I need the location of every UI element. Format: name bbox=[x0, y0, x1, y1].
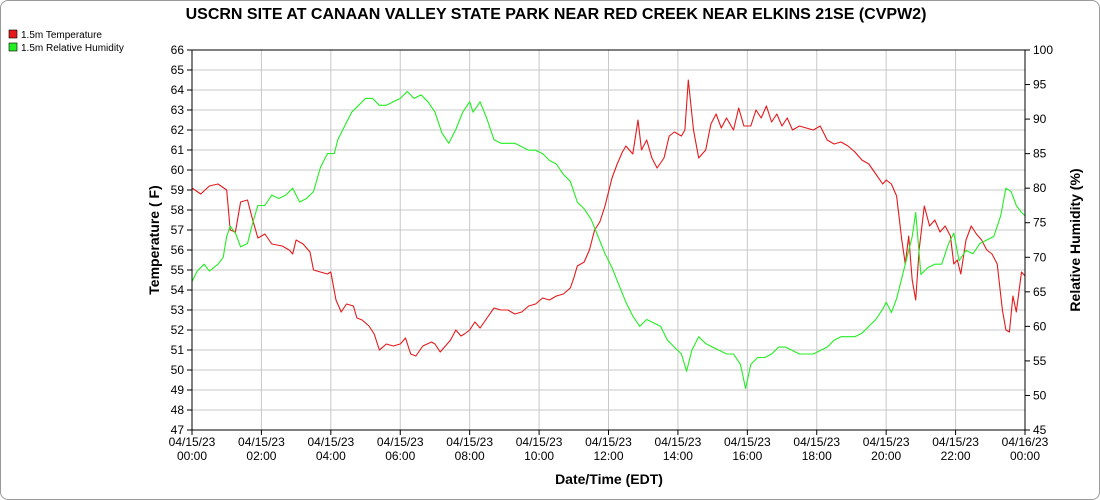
left-tick-label: 54 bbox=[171, 283, 185, 297]
x-tick-time: 20:00 bbox=[871, 449, 901, 463]
grid-lines bbox=[191, 49, 1026, 431]
x-tick-date: 04/15/23 bbox=[724, 435, 771, 449]
right-tick-label: 95 bbox=[1033, 78, 1047, 92]
left-tick-label: 58 bbox=[171, 203, 185, 217]
legend-temperature-swatch bbox=[8, 29, 18, 39]
x-tick-time: 00:00 bbox=[177, 449, 207, 463]
x-axis-title: Date/Time (EDT) bbox=[555, 471, 663, 487]
x-tick-time: 08:00 bbox=[455, 449, 485, 463]
x-axis-ticks: 04/15/2300:0004/15/2302:0004/15/2304:000… bbox=[169, 430, 1049, 463]
x-tick-date: 04/15/23 bbox=[377, 435, 424, 449]
chart-title: USCRN SITE AT CANAAN VALLEY STATE PARK N… bbox=[186, 6, 927, 23]
x-tick-date: 04/15/23 bbox=[863, 435, 910, 449]
left-tick-label: 56 bbox=[171, 243, 185, 257]
x-tick-date: 04/15/23 bbox=[446, 435, 493, 449]
left-tick-label: 60 bbox=[171, 163, 185, 177]
left-tick-label: 57 bbox=[171, 223, 185, 237]
humidity-series-line bbox=[191, 90, 1026, 390]
left-tick-label: 48 bbox=[171, 403, 185, 417]
legend-humidity-label: 1.5m Relative Humidity bbox=[21, 43, 124, 54]
right-tick-label: 100 bbox=[1033, 43, 1053, 57]
x-tick-date: 04/15/23 bbox=[516, 435, 563, 449]
x-tick-time: 12:00 bbox=[593, 449, 623, 463]
x-tick-date: 04/15/23 bbox=[169, 435, 216, 449]
left-axis-ticks: 47 48 49 50 51 52 53 54 55 56 57 58 59 60 61 62 63 64 65 66 bbox=[171, 43, 192, 437]
left-tick-label: 47 bbox=[171, 423, 185, 437]
y-axis-left-title: Temperature ( F) bbox=[146, 185, 162, 294]
left-tick-label: 59 bbox=[171, 183, 185, 197]
x-tick-time: 04:00 bbox=[316, 449, 346, 463]
right-tick-label: 60 bbox=[1033, 319, 1047, 333]
left-tick-label: 65 bbox=[171, 63, 185, 77]
left-tick-label: 50 bbox=[171, 363, 185, 377]
series-lines bbox=[191, 79, 1026, 390]
right-tick-label: 90 bbox=[1033, 112, 1047, 126]
left-tick-label: 53 bbox=[171, 303, 185, 317]
x-tick-time: 16:00 bbox=[732, 449, 762, 463]
x-tick-date: 04/15/23 bbox=[585, 435, 632, 449]
right-tick-label: 75 bbox=[1033, 216, 1047, 230]
temperature-series-line bbox=[191, 79, 1026, 357]
x-tick-date: 04/15/23 bbox=[932, 435, 979, 449]
x-tick-time: 00:00 bbox=[1010, 449, 1040, 463]
left-tick-label: 62 bbox=[171, 123, 185, 137]
right-tick-label: 85 bbox=[1033, 147, 1047, 161]
x-tick-date: 04/16/23 bbox=[1002, 435, 1049, 449]
left-tick-label: 55 bbox=[171, 263, 185, 277]
right-axis-ticks: 45 50 55 60 65 70 75 80 85 90 95 100 bbox=[1025, 43, 1053, 437]
x-tick-time: 10:00 bbox=[524, 449, 554, 463]
x-tick-time: 06:00 bbox=[385, 449, 415, 463]
legend-temperature-label: 1.5m Temperature bbox=[21, 30, 102, 41]
right-tick-label: 70 bbox=[1033, 250, 1047, 264]
left-tick-label: 49 bbox=[171, 383, 185, 397]
right-tick-label: 80 bbox=[1033, 181, 1047, 195]
x-tick-date: 04/15/23 bbox=[238, 435, 285, 449]
right-tick-label: 55 bbox=[1033, 354, 1047, 368]
right-tick-label: 45 bbox=[1033, 423, 1047, 437]
legend: 1.5m Temperature 1.5m Relative Humidity bbox=[8, 29, 124, 54]
left-tick-label: 61 bbox=[171, 143, 185, 157]
x-tick-time: 18:00 bbox=[802, 449, 832, 463]
x-tick-date: 04/15/23 bbox=[655, 435, 702, 449]
left-tick-label: 64 bbox=[171, 83, 185, 97]
left-tick-label: 51 bbox=[171, 343, 185, 357]
x-tick-time: 02:00 bbox=[246, 449, 276, 463]
left-tick-label: 52 bbox=[171, 323, 185, 337]
x-tick-date: 04/15/23 bbox=[793, 435, 840, 449]
y-axis-right-title: Relative Humidity (%) bbox=[1067, 168, 1083, 311]
x-tick-date: 04/15/23 bbox=[307, 435, 354, 449]
left-tick-label: 63 bbox=[171, 103, 185, 117]
right-tick-label: 65 bbox=[1033, 285, 1047, 299]
legend-humidity-swatch bbox=[8, 42, 18, 52]
x-tick-time: 14:00 bbox=[663, 449, 693, 463]
right-tick-label: 50 bbox=[1033, 388, 1047, 402]
x-tick-time: 22:00 bbox=[941, 449, 971, 463]
left-tick-label: 66 bbox=[171, 43, 185, 57]
